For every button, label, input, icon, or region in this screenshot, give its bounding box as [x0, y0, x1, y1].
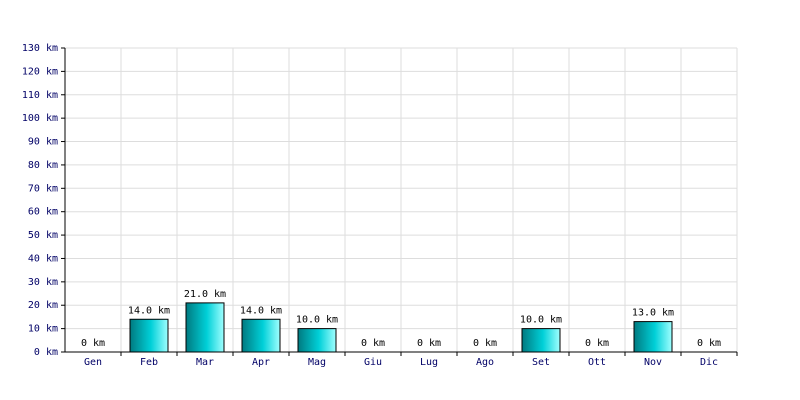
x-tick-label: Giu [364, 357, 382, 368]
y-tick-label: 50 km [28, 230, 58, 241]
y-tick-label: 110 km [22, 90, 58, 101]
bar [185, 302, 225, 353]
value-label: 0 km [417, 338, 441, 349]
x-tick-label: Dic [700, 357, 718, 368]
value-label: 0 km [473, 338, 497, 349]
y-tick-label: 100 km [22, 113, 58, 124]
y-tick-label: 70 km [28, 183, 58, 194]
y-tick-label: 80 km [28, 160, 58, 171]
value-label: 0 km [697, 338, 721, 349]
y-tick-label: 90 km [28, 137, 58, 148]
value-label: 10.0 km [296, 315, 338, 326]
value-label: 14.0 km [128, 305, 170, 316]
value-label: 13.0 km [632, 308, 674, 319]
bar [297, 328, 337, 353]
x-tick-label: Nov [644, 357, 662, 368]
value-label: 21.0 km [184, 289, 226, 300]
bar [521, 328, 561, 353]
value-label: 14.0 km [240, 305, 282, 316]
bar [633, 321, 673, 353]
y-tick-label: 10 km [28, 324, 58, 335]
x-tick-label: Mar [196, 357, 214, 368]
y-tick-label: 0 km [34, 347, 58, 358]
value-label: 10.0 km [520, 315, 562, 326]
x-tick-label: Apr [252, 357, 270, 368]
y-tick-label: 120 km [22, 66, 58, 77]
bar [241, 318, 281, 353]
value-label: 0 km [361, 338, 385, 349]
x-tick-label: Mag [308, 357, 326, 368]
value-label: 0 km [81, 338, 105, 349]
y-tick-label: 40 km [28, 253, 58, 264]
x-tick-label: Gen [84, 357, 102, 368]
y-tick-label: 30 km [28, 277, 58, 288]
x-tick-label: Set [532, 357, 550, 368]
x-tick-label: Lug [420, 357, 438, 368]
x-tick-label: Ott [588, 357, 606, 368]
bar [129, 318, 169, 353]
y-tick-label: 20 km [28, 300, 58, 311]
x-tick-label: Ago [476, 357, 494, 368]
value-label: 0 km [585, 338, 609, 349]
x-tick-label: Feb [140, 357, 158, 368]
y-tick-label: 60 km [28, 207, 58, 218]
y-tick-label: 130 km [22, 43, 58, 54]
